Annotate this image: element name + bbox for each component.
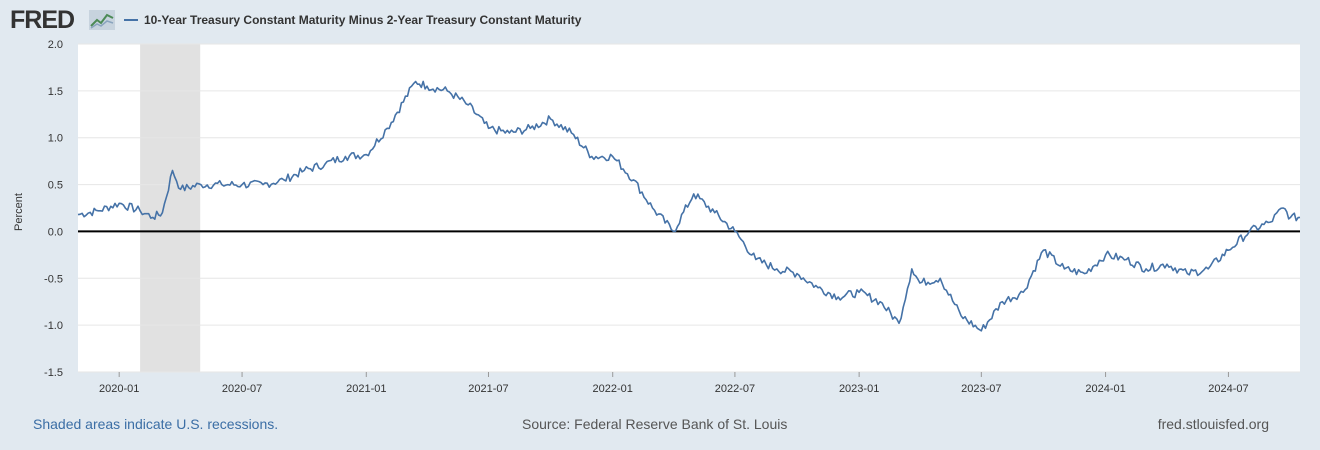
y-tick-label: 1.0 [48, 133, 63, 145]
x-tick-label: 2022-07 [715, 383, 755, 395]
y-tick-label: 0.0 [48, 226, 63, 238]
plot-area: 2.0 1.5 1.0 0.5 0.0 -0.5 -1.0 -1.5 2020-01 2020-0… [44, 39, 1301, 395]
y-tick-label: 0.5 [48, 180, 63, 192]
y-tick-label: -1.0 [44, 320, 63, 332]
x-tick-label: 2023-01 [839, 383, 879, 395]
recession-note[interactable]: Shaded areas indicate U.S. recessions. [33, 416, 279, 432]
recession-shade [140, 44, 201, 372]
x-tick-label: 2021-07 [468, 383, 508, 395]
legend-line-swatch [124, 19, 138, 21]
line-chart: Percent 2.0 1.5 1.0 0.5 0.0 -0.5 -1.0 -1.5 2020-… [13, 39, 1301, 395]
site-link[interactable]: fred.stlouisfed.org [1157, 416, 1269, 432]
chart-header: FRED 10-Year Treasury Constant Maturity … [0, 0, 1320, 40]
y-axis-label: Percent [13, 193, 25, 231]
x-tick-label: 2024-07 [1208, 383, 1248, 395]
y-tick-label: 1.5 [48, 86, 63, 98]
chart-footer: Shaded areas indicate U.S. recessions. S… [0, 414, 1320, 438]
x-tick-label: 2020-07 [222, 383, 262, 395]
x-tick-label: 2020-01 [99, 383, 139, 395]
source-note: Source: Federal Reserve Bank of St. Loui… [522, 416, 788, 432]
x-tick-label: 2023-07 [961, 383, 1001, 395]
series-line [77, 80, 1301, 332]
legend-series-label: 10-Year Treasury Constant Maturity Minus… [144, 13, 582, 27]
fred-graph-icon [89, 10, 115, 30]
y-tick-label: -0.5 [44, 273, 63, 285]
x-tick-label: 2022-01 [593, 383, 633, 395]
plot-background [78, 44, 1300, 372]
fred-logo[interactable]: FRED [10, 6, 75, 34]
y-tick-label: 2.0 [48, 39, 63, 51]
y-tick-label: -1.5 [44, 367, 63, 379]
x-tick-label: 2024-01 [1085, 383, 1125, 395]
x-tick-label: 2021-01 [346, 383, 386, 395]
